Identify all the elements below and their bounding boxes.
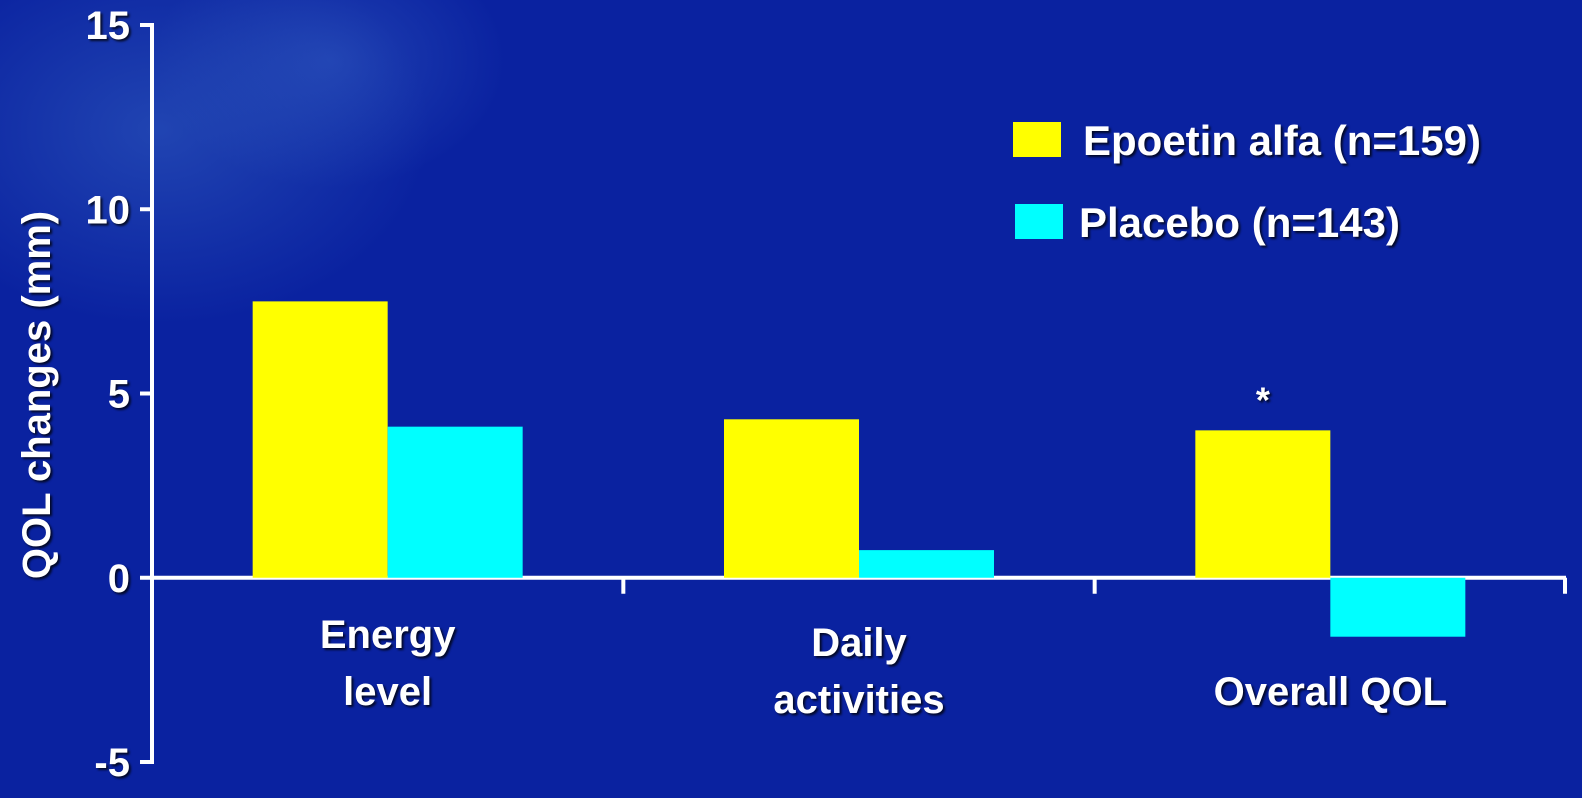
legend-swatch bbox=[1013, 122, 1061, 157]
labels: 15 10 5 0 -5 Energy level Daily activities Overal… bbox=[86, 4, 1448, 785]
bar bbox=[724, 419, 859, 578]
y-tick-label: 0 bbox=[108, 557, 130, 601]
y-tick-label: -5 bbox=[94, 741, 130, 785]
y-tick-label: 15 bbox=[86, 4, 131, 48]
category-label: Daily bbox=[811, 621, 907, 665]
legend-label: Epoetin alfa (n=159) bbox=[1083, 117, 1481, 164]
bar bbox=[1330, 577, 1466, 637]
bar bbox=[252, 301, 388, 578]
legend-swatch bbox=[1015, 204, 1063, 239]
y-axis-title-group: QOL changes (mm) bbox=[15, 211, 59, 579]
significance-marker: * bbox=[1256, 379, 1270, 420]
bar bbox=[1195, 430, 1331, 578]
bar bbox=[859, 550, 994, 578]
bars bbox=[252, 301, 1466, 637]
category-label: level bbox=[343, 670, 432, 714]
y-axis-title: QOL changes (mm) bbox=[15, 211, 59, 579]
category-label: Overall QOL bbox=[1214, 670, 1447, 714]
category-label: Energy bbox=[320, 613, 456, 657]
category-label: activities bbox=[773, 678, 944, 722]
legend-label: Placebo (n=143) bbox=[1079, 199, 1400, 246]
bar bbox=[387, 426, 523, 578]
legend: Epoetin alfa (n=159) Placebo (n=143) bbox=[1013, 117, 1481, 246]
y-tick-label: 10 bbox=[86, 188, 131, 232]
y-tick-label: 5 bbox=[108, 373, 130, 417]
